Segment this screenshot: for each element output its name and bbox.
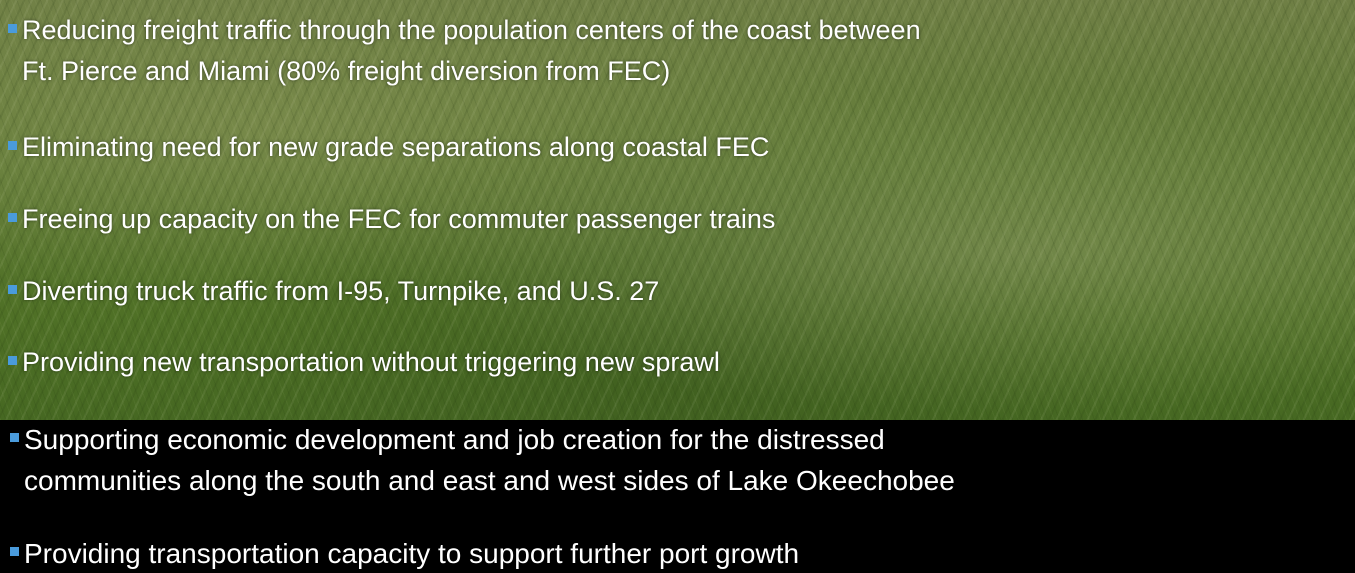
bullet-marker: [8, 141, 17, 150]
bullet-text: Eliminating need for new grade separatio…: [8, 127, 769, 168]
bullet-text: Freeing up capacity on the FEC for commu…: [8, 199, 775, 240]
bullet-text: Reducing freight traffic through the pop…: [8, 10, 921, 51]
bullet-marker: [8, 213, 17, 222]
bullet-text: Providing new transportation without tri…: [8, 342, 720, 383]
bullet-item: Providing new transportation without tri…: [8, 342, 720, 383]
bullet-item: Eliminating need for new grade separatio…: [8, 127, 769, 168]
bullet-marker: [8, 24, 17, 33]
bullet-item: Reducing freight traffic through the pop…: [8, 10, 921, 92]
bullet-text: Ft. Pierce and Miami (80% freight divers…: [8, 51, 921, 92]
bullet-text: Diverting truck traffic from I-95, Turnp…: [8, 271, 659, 312]
slide: Reducing freight traffic through the pop…: [0, 0, 1355, 573]
bullet-marker: [10, 433, 19, 442]
bullet-item: Supporting economic development and job …: [10, 419, 955, 501]
bullet-item: Freeing up capacity on the FEC for commu…: [8, 199, 775, 240]
bullet-text: Providing transportation capacity to sup…: [10, 533, 799, 573]
bullet-marker: [10, 547, 19, 556]
bullet-text: communities along the south and east and…: [10, 460, 955, 501]
bullet-item: Providing transportation capacity to sup…: [10, 533, 799, 573]
bullet-marker: [8, 356, 17, 365]
bullet-text: Supporting economic development and job …: [10, 419, 955, 460]
bullet-item: Diverting truck traffic from I-95, Turnp…: [8, 271, 659, 312]
page: Reducing freight traffic through the pop…: [0, 0, 1355, 573]
bullet-marker: [8, 285, 17, 294]
